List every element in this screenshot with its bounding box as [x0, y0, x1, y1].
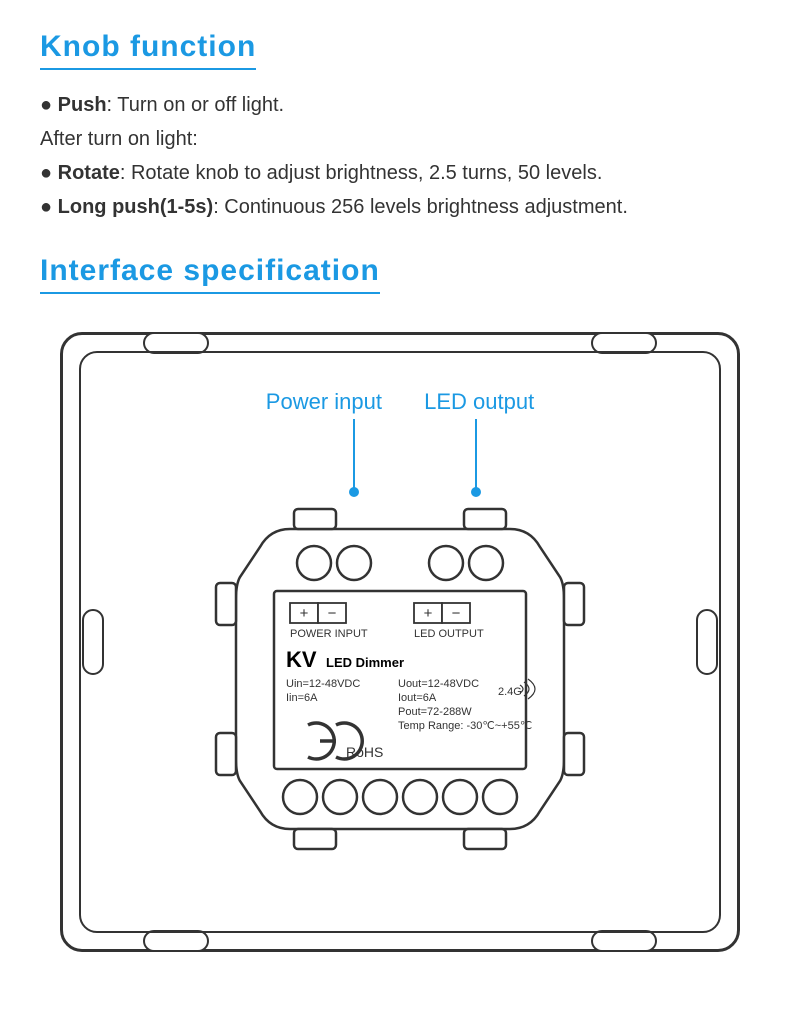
heading-interface-spec: Interface specification [40, 254, 380, 294]
svg-text:+: + [300, 605, 309, 622]
mounting-slot-icon [591, 930, 657, 952]
module-diagram: + − + − POWER INPUT LED OUTPUT KV LED Di… [230, 519, 570, 839]
knob-text-block: ● Push: Turn on or off light. After turn… [40, 88, 760, 224]
power-input-label: POWER INPUT [290, 628, 368, 640]
svg-text:2.4G: 2.4G [498, 686, 522, 698]
long-label: Long push(1-5s) [58, 196, 214, 218]
svg-text:Temp Range: -30℃~+55℃: Temp Range: -30℃~+55℃ [398, 720, 532, 732]
interface-spec-heading-row: Interface specification [40, 254, 760, 312]
callout-power-input: Power input [266, 389, 382, 415]
rotate-text: : Rotate knob to adjust brightness, 2.5 … [120, 162, 603, 184]
module-svg: + − + − POWER INPUT LED OUTPUT KV LED Di… [230, 519, 570, 839]
callout-row: Power input LED output [63, 389, 737, 415]
push-label: Push [58, 94, 107, 116]
svg-text:Iin=6A: Iin=6A [286, 692, 318, 704]
after-text: After turn on light: [40, 122, 760, 156]
svg-text:Uin=12-48VDC: Uin=12-48VDC [286, 678, 360, 690]
svg-text:−: − [328, 605, 337, 622]
svg-text:Iout=6A: Iout=6A [398, 692, 437, 704]
led-output-label: LED OUTPUT [414, 628, 484, 640]
svg-text:KV: KV [286, 647, 317, 672]
svg-text:−: − [452, 605, 461, 622]
svg-text:Pout=72-288W: Pout=72-288W [398, 706, 472, 718]
svg-text:RoHS: RoHS [346, 744, 383, 760]
svg-text:+: + [424, 605, 433, 622]
long-text: : Continuous 256 levels brightness adjus… [213, 196, 628, 218]
leader-line-icon [475, 419, 477, 495]
rotate-label: Rotate [58, 162, 120, 184]
svg-text:LED Dimmer: LED Dimmer [326, 655, 404, 670]
faceplate-outer: Power input LED output [60, 332, 740, 952]
heading-knob-function: Knob function [40, 30, 256, 70]
callout-led-output: LED output [424, 389, 534, 415]
push-text: : Turn on or off light. [107, 94, 285, 116]
svg-text:Uout=12-48VDC: Uout=12-48VDC [398, 678, 479, 690]
knob-function-section: Knob function ● Push: Turn on or off lig… [40, 30, 760, 224]
mounting-slot-icon [143, 930, 209, 952]
leader-line-icon [353, 419, 355, 495]
